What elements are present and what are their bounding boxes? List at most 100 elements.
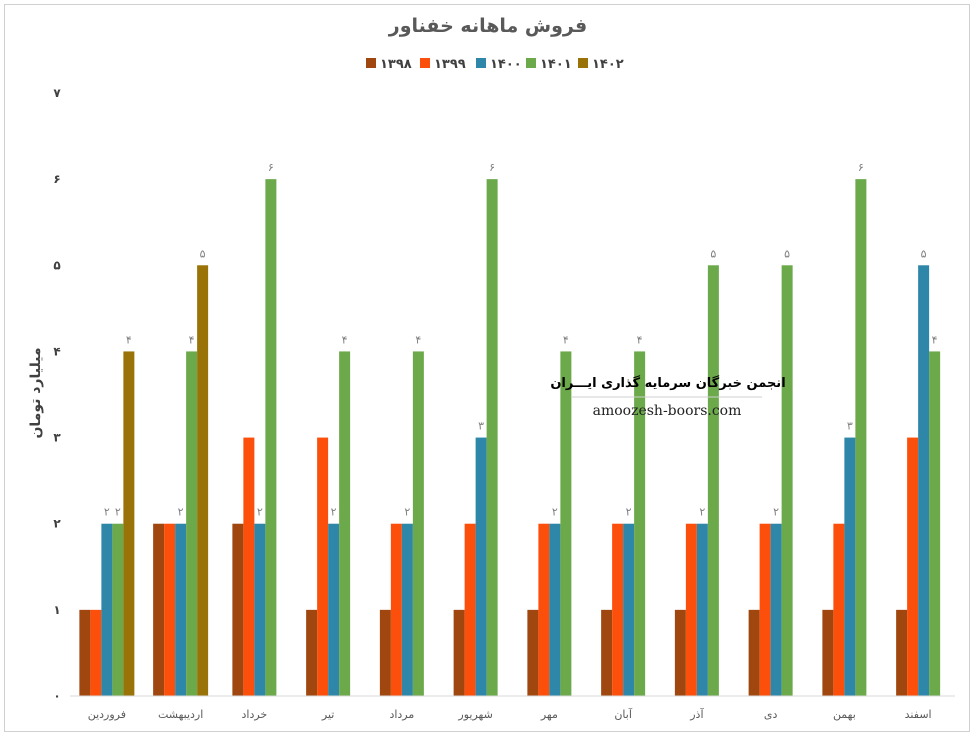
data-label: ۲ bbox=[115, 506, 121, 519]
bar-1401-0 bbox=[112, 523, 124, 696]
chart-frame bbox=[4, 4, 970, 732]
bar-1401-8 bbox=[707, 265, 719, 696]
data-label: ۶ bbox=[268, 161, 274, 174]
x-tick-label: خرداد bbox=[242, 708, 268, 721]
legend: ۱۳۹۸ ۱۳۹۹ ۱۴۰۰ ۱۴۰۱ ۱۴۰۲ bbox=[366, 57, 624, 72]
x-axis: فروردین اردیبهشت خرداد تیر مرداد شهریور مهر آبا… bbox=[88, 707, 932, 721]
bar-1398-11 bbox=[896, 609, 908, 696]
bar-1399-7 bbox=[612, 523, 624, 696]
bar-1399-10 bbox=[833, 523, 845, 696]
data-label: ۴ bbox=[637, 333, 643, 346]
bar-1398-0 bbox=[79, 609, 91, 696]
data-label: ۲ bbox=[178, 506, 184, 519]
bar-1401-10 bbox=[855, 179, 867, 697]
legend-swatch-1399 bbox=[420, 58, 430, 68]
data-label: ۲ bbox=[104, 506, 110, 519]
y-tick-label: ۳ bbox=[53, 431, 61, 445]
bar-1401-4 bbox=[412, 351, 424, 696]
bar-1402-1 bbox=[197, 265, 209, 696]
bar-1401-9 bbox=[781, 265, 793, 696]
bar-1398-2 bbox=[232, 523, 244, 696]
legend-label-1400: ۱۴۰۰ bbox=[490, 57, 522, 72]
x-tick-label: اسفند bbox=[905, 708, 932, 721]
bar-1398-4 bbox=[379, 609, 391, 696]
data-label: ۴ bbox=[563, 333, 569, 346]
bar-1399-2 bbox=[243, 437, 255, 696]
y-tick-label: ۵ bbox=[53, 258, 60, 272]
data-label: ۵ bbox=[784, 247, 790, 260]
data-label: ۲ bbox=[699, 506, 705, 519]
bar-1398-3 bbox=[306, 609, 318, 696]
y-axis-label: میلیارد تومان bbox=[28, 347, 44, 438]
watermark-url: amoozesh-boors.com bbox=[593, 403, 742, 419]
data-label: ۵ bbox=[710, 247, 716, 260]
chart-title: فروش ماهانه خفناور bbox=[388, 15, 587, 37]
bar-1401-11 bbox=[929, 351, 941, 696]
y-tick-label: ۲ bbox=[53, 517, 61, 531]
bar-1400-3 bbox=[328, 523, 340, 696]
bar-1400-0 bbox=[101, 523, 113, 696]
data-label: ۳ bbox=[847, 420, 853, 433]
data-label: ۲ bbox=[404, 506, 410, 519]
data-label: ۲ bbox=[773, 506, 779, 519]
bar-1398-8 bbox=[674, 609, 686, 696]
bar-1400-11 bbox=[918, 265, 930, 696]
y-tick-label: ۷ bbox=[53, 86, 61, 100]
x-tick-label: بهمن bbox=[833, 708, 856, 721]
data-label: ۴ bbox=[126, 333, 132, 346]
x-tick-label: مرداد bbox=[389, 708, 414, 721]
x-tick-label: تیر bbox=[321, 708, 334, 721]
data-label: ۲ bbox=[552, 506, 558, 519]
data-label: ۴ bbox=[932, 333, 938, 346]
bar-1399-6 bbox=[538, 523, 550, 696]
bar-1400-5 bbox=[475, 437, 487, 696]
bar-1401-5 bbox=[486, 179, 498, 697]
bar-1400-9 bbox=[770, 523, 782, 696]
y-tick-label: ۱ bbox=[53, 603, 60, 617]
bar-1401-1 bbox=[186, 351, 198, 696]
data-label: ۶ bbox=[858, 161, 864, 174]
y-axis: ۰ ۱ ۲ ۳ ۴ ۵ ۶ ۷ bbox=[53, 86, 61, 703]
bar-1400-6 bbox=[549, 523, 561, 696]
bar-1401-3 bbox=[339, 351, 351, 696]
bar-1399-11 bbox=[907, 437, 919, 696]
y-tick-label: ۶ bbox=[53, 172, 60, 186]
data-label: ۲ bbox=[331, 506, 337, 519]
x-tick-label: اردیبهشت bbox=[158, 708, 203, 721]
y-tick-label: ۰ bbox=[53, 689, 60, 703]
bar-1400-10 bbox=[844, 437, 856, 696]
bar-1401-6 bbox=[560, 351, 572, 696]
data-label: ۶ bbox=[489, 161, 495, 174]
bar-1398-6 bbox=[527, 609, 539, 696]
data-label: ۴ bbox=[342, 333, 348, 346]
legend-swatch-1401 bbox=[526, 58, 536, 68]
bar-1398-10 bbox=[822, 609, 834, 696]
watermark-title: انجمن خبرگان سرمایه گذاری ایـــران bbox=[550, 375, 785, 391]
bar-1400-1 bbox=[175, 523, 187, 696]
bar-1399-4 bbox=[390, 523, 402, 696]
bar-1402-0 bbox=[123, 351, 135, 696]
bar-1400-8 bbox=[696, 523, 708, 696]
data-label: ۵ bbox=[921, 247, 927, 260]
bar-1401-2 bbox=[265, 179, 277, 697]
y-tick-label: ۴ bbox=[53, 344, 60, 358]
bar-1398-1 bbox=[153, 523, 165, 696]
bar-1399-5 bbox=[464, 523, 476, 696]
x-tick-label: آذر bbox=[689, 707, 704, 721]
x-tick-label: دی bbox=[764, 708, 778, 721]
data-label: ۳ bbox=[478, 420, 484, 433]
legend-swatch-1400 bbox=[476, 58, 486, 68]
bar-1400-7 bbox=[623, 523, 635, 696]
data-label: ۵ bbox=[200, 247, 206, 260]
legend-label-1401: ۱۴۰۱ bbox=[540, 57, 572, 72]
x-tick-label: آبان bbox=[614, 707, 632, 721]
bar-1398-5 bbox=[453, 609, 465, 696]
bar-1399-1 bbox=[164, 523, 176, 696]
bar-1400-4 bbox=[401, 523, 413, 696]
legend-swatch-1402 bbox=[578, 58, 588, 68]
legend-swatch-1398 bbox=[366, 58, 376, 68]
bar-1401-7 bbox=[634, 351, 646, 696]
